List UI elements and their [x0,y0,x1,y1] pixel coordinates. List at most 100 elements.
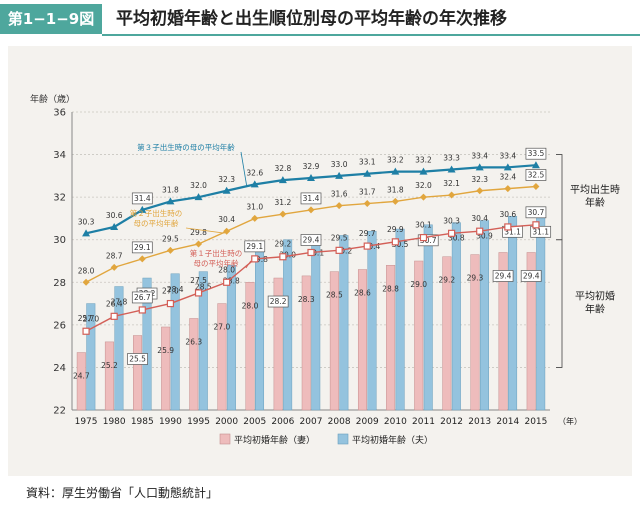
second-child-marker [504,185,512,193]
second-child-value-label: 28.7 [106,251,123,260]
x-tick-label: 1975 [75,417,98,427]
first-child-value-label: 30.3 [443,216,460,225]
second-child-value-label-box [300,192,322,205]
series-annotation: 第３子出生時の母の平均年齢 [137,142,235,152]
second-child-marker [391,197,399,205]
second-child-value-label: 32.4 [499,173,516,182]
first-child-value-label: 30.1 [415,221,432,230]
bar-wife-value-label: 28.8 [382,284,399,293]
x-tick-label: 2007 [300,417,323,427]
x-tick-label: 2013 [468,417,491,427]
second-child-value-label-box [131,241,153,254]
bar-husband [311,237,321,411]
bar-husband [283,239,293,411]
bar-husband-value-label: 30.0 [279,251,296,260]
bar-wife-value-label: 25.2 [101,361,118,370]
bar-wife-value-label: 28.0 [242,301,259,310]
bar-wife-value-label: 28.3 [298,295,315,304]
bar-husband-value-label: 29.8 [251,255,268,264]
second-child-marker [82,278,90,286]
third-child-marker [110,222,119,230]
third-child-value-label: 31.8 [162,185,179,194]
bar-husband [508,216,518,411]
second-child-value-label-box [525,169,547,181]
third-child-marker [503,163,512,171]
second-child-marker [166,246,174,254]
x-tick-label: 2015 [524,417,547,427]
second-child-value-label: 30.4 [218,215,235,224]
bar-husband-value-label: 31.1 [532,227,549,236]
third-child-value-label: 30.6 [106,211,123,220]
second-child-marker [279,210,287,218]
third-child-marker [166,197,175,205]
first-child-marker [223,278,231,286]
third-child-marker [447,165,456,173]
third-child-marker [250,180,259,188]
third-child-value-label: 32.8 [275,164,292,173]
first-child-value-label: 29.7 [359,229,376,238]
third-child-marker [391,167,400,175]
bar-wife-value-label: 28.5 [326,291,343,300]
first-child-marker [335,246,343,254]
first-child-value-label: 27.0 [162,287,179,296]
x-tick-label: 2010 [384,417,407,427]
title-underline [102,34,640,36]
third-child-value-label: 32.9 [303,162,320,171]
bar-wife-value-label: 25.5 [129,355,146,364]
bar-husband-value-label: 30.7 [420,236,437,245]
x-axis-unit: （年） [558,416,582,426]
second-child-marker [363,200,371,208]
bar-husband [479,220,489,411]
first-child-value-label: 30.7 [528,208,545,217]
first-child-marker [363,242,371,250]
bar-wife [104,341,114,411]
third-child-value-label-box [131,192,153,205]
first-child-value-label: 28.0 [218,265,235,274]
y-tick-label: 24 [53,363,66,374]
x-tick-label: 1985 [131,417,154,427]
combo-chart: 22 24 26 28 30 32 34 36 年齢（歳） 1975 1980 1985 1990 199… [30,93,620,446]
bar-husband [395,228,405,411]
bar-wife [526,252,536,411]
bar-wife [189,318,199,411]
second-child-value-label: 32.1 [443,179,460,188]
third-child-marker [222,186,231,194]
bar-husband [226,265,236,411]
first-child-marker [391,238,399,246]
first-child-value-label: 25.7 [78,314,95,323]
series-annotation: 第２子出生時の [130,208,183,218]
third-child-marker [194,193,203,201]
bar-husband [142,277,152,411]
first-child-marker [279,253,287,261]
second-child-marker [223,227,231,235]
bar-husband-value-label: 30.9 [476,232,493,241]
first-child-marker [532,221,540,229]
x-tick-label: 2009 [356,417,379,427]
first-child-value-label: 30.6 [499,210,516,219]
bar-husband-value-label: 28.4 [167,285,184,294]
third-child-value-label: 31.4 [134,194,151,203]
bar-wife [161,326,171,411]
bar-husband [170,273,180,411]
third-child-marker [138,205,147,213]
y-tick-label: 34 [53,150,66,161]
chart-panel: 22 24 26 28 30 32 34 36 年齢（歳） 1975 1980 1985 1990 199… [8,46,632,476]
bar-husband [198,271,208,411]
bar-wife-value-label: 27.0 [214,323,231,332]
x-tick-label: 2014 [496,417,519,427]
bar-husband-value-label: 27.0 [82,315,99,324]
bar-wife [442,256,452,411]
second-child-value-label: 29.1 [134,243,151,252]
first-child-value-label: 29.9 [387,225,404,234]
third-child-value-label: 33.3 [443,153,460,162]
bar-wife-value-label: 29.4 [523,271,540,280]
second-child-marker [532,183,540,190]
series-annotation: 母の平均年齢 [194,258,239,268]
bar-wife-value-label: 28.6 [354,289,371,298]
x-tick-label: 1980 [103,417,126,427]
bar-wife-value-label: 29.2 [438,276,455,285]
bar-wife [386,265,396,411]
third-child-marker [278,176,287,184]
bar-husband [451,222,461,411]
first-child-value-label: 30.4 [471,214,488,223]
